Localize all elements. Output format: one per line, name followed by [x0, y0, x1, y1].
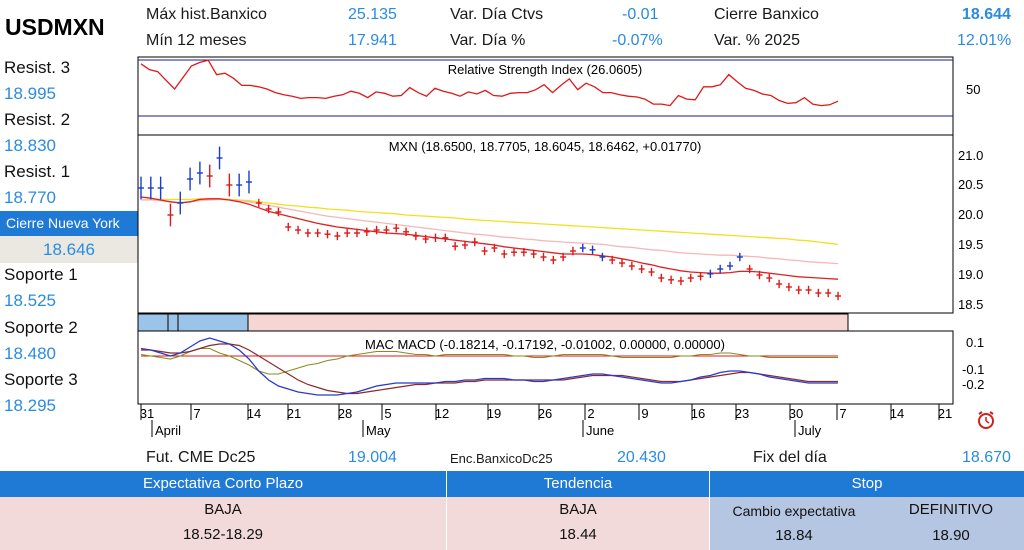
x-axis-day-label: 19	[487, 406, 501, 421]
tendencia-value: 18.44	[559, 526, 597, 543]
table-cell-stop: Cambio expectativa DEFINITIVO 18.84 18.9…	[710, 497, 1024, 550]
soporte-1-label: Soporte 1	[4, 265, 78, 284]
macd-title: MAC MACD (-0.18214, -0.17192, -0.01002, …	[365, 337, 725, 352]
x-axis-day-label: 2	[587, 406, 594, 421]
stat-label-var-pct: Var. Día %	[450, 32, 526, 49]
resist-1-label: Resist. 1	[4, 162, 71, 181]
fut-cme-label: Fut. CME Dc25	[146, 449, 256, 466]
ticker-title: USDMXN	[5, 14, 105, 40]
macd-series	[140, 337, 838, 396]
soporte-1-value: 18.525	[4, 291, 56, 310]
stat-value-var-pct: -0.07%	[612, 32, 663, 49]
resist-1-value: 18.770	[4, 188, 56, 207]
ny-close-box: Cierre Nueva York 18.646	[0, 211, 138, 263]
rsi-line	[140, 59, 839, 107]
x-axis-month-label: July	[798, 423, 822, 438]
x-axis-day-label: 14	[247, 406, 261, 421]
price-tick-20-5: 20.5	[958, 177, 983, 192]
strip-segment-blue-1	[137, 313, 169, 332]
resist-3-value: 18.995	[4, 84, 56, 103]
ny-close-label: Cierre Nueva York	[0, 211, 138, 236]
moving-average-slow	[140, 198, 839, 246]
x-axis-day-label: 5	[384, 406, 391, 421]
ny-close-value: 18.646	[0, 236, 138, 263]
x-axis-day-label: 7	[839, 406, 846, 421]
tendencia-direction: BAJA	[559, 501, 597, 518]
x-axis-day-label: 26	[538, 406, 552, 421]
resist-3-label: Resist. 3	[4, 58, 71, 77]
rsi-series	[140, 59, 839, 107]
x-axis-month-label: April	[155, 423, 181, 438]
table-head-stop: Stop	[710, 471, 1024, 497]
stat-value-var-ctvs: -0.01	[622, 6, 659, 23]
stat-value-min: 17.941	[348, 32, 397, 49]
stat-value-cierre: 18.644	[962, 6, 1011, 23]
macd-tick-0-1: 0.1	[966, 335, 984, 350]
strip-segment-blue-2	[167, 313, 179, 332]
stat-value-var-2025: 12.01%	[957, 32, 1012, 49]
table-cell-expectativa: BAJA 18.52-18.29	[0, 497, 446, 550]
x-axis-month-label: May	[366, 423, 391, 438]
x-axis-day-label: 30	[789, 406, 803, 421]
expectativa-range: 18.52-18.29	[182, 526, 264, 543]
x-axis-day-label: 16	[691, 406, 705, 421]
rsi-title: Relative Strength Index (26.0605)	[448, 62, 642, 77]
stat-label-var-2025: Var. % 2025	[714, 32, 800, 49]
price-tick-19-5: 19.5	[958, 237, 983, 252]
x-axis: 31 7 14 21 28 5 12 19 26 2 9 16 23 30 7 14 21 April May Jun…	[138, 403, 953, 438]
x-axis-month-label: June	[586, 423, 614, 438]
x-axis-day-label: 28	[338, 406, 352, 421]
price-panel-frame	[137, 134, 954, 314]
stat-label-cierre: Cierre Banxico	[714, 6, 819, 23]
macd-signal-line	[141, 343, 838, 395]
stat-label-var-ctvs: Var. Día Ctvs	[450, 6, 544, 23]
enc-banxico-value: 20.430	[617, 449, 666, 466]
x-axis-day-label: 7	[193, 406, 200, 421]
soporte-2-value: 18.480	[4, 344, 56, 363]
soporte-3-value: 18.295	[4, 396, 56, 415]
resist-2-value: 18.830	[4, 136, 56, 155]
strip-segment-blue-3	[177, 313, 249, 332]
fix-dia-value: 18.670	[962, 449, 1011, 466]
moving-average-fast	[140, 196, 839, 280]
table-head-expectativa: Expectativa Corto Plazo	[0, 471, 446, 497]
price-tick-19: 19.0	[958, 267, 983, 282]
stop-definitivo-value: 18.90	[932, 527, 970, 544]
table-head-tendencia: Tendencia	[447, 471, 709, 497]
fix-dia-label: Fix del día	[753, 449, 827, 466]
macd-tick-neg-0-2: -0.2	[962, 377, 984, 392]
price-title: MXN (18.6500, 18.7705, 18.6045, 18.6462,…	[389, 139, 702, 154]
stat-label-max: Máx hist.Banxico	[146, 6, 267, 23]
soporte-3-label: Soporte 3	[4, 370, 78, 389]
x-axis-day-label: 23	[735, 406, 749, 421]
rsi-tick-50: 50	[966, 82, 980, 97]
resist-2-label: Resist. 2	[4, 110, 71, 129]
fut-cme-value: 19.004	[348, 449, 397, 466]
x-axis-day-label: 21	[287, 406, 301, 421]
trend-strip	[137, 313, 849, 332]
price-series	[138, 146, 841, 301]
stat-value-max: 25.135	[348, 6, 397, 23]
price-tick-18-5: 18.5	[958, 297, 983, 312]
price-tick-21: 21.0	[958, 148, 983, 163]
x-axis-day-label: 31	[140, 406, 154, 421]
x-axis-day-label: 14	[890, 406, 904, 421]
macd-line	[140, 337, 838, 396]
stop-definitivo-label: DEFINITIVO	[908, 501, 994, 518]
expectativa-direction: BAJA	[204, 501, 242, 518]
x-axis-day-label: 12	[435, 406, 449, 421]
enc-banxico-label: Enc.BanxicoDc25	[450, 451, 553, 466]
table-cell-tendencia: BAJA 18.44	[447, 497, 709, 550]
stop-cambio-value: 18.84	[775, 527, 813, 544]
price-tick-20: 20.0	[958, 207, 983, 222]
x-axis-day-label: 9	[641, 406, 648, 421]
stop-cambio-label: Cambio expectativa	[732, 503, 856, 519]
alarm-clock-icon	[978, 411, 994, 429]
macd-tick-neg-0-1: -0.1	[962, 362, 984, 377]
strip-segment-pink	[247, 313, 849, 332]
stat-label-min: Mín 12 meses	[146, 32, 247, 49]
x-axis-day-label: 21	[938, 406, 952, 421]
soporte-2-label: Soporte 2	[4, 318, 78, 337]
